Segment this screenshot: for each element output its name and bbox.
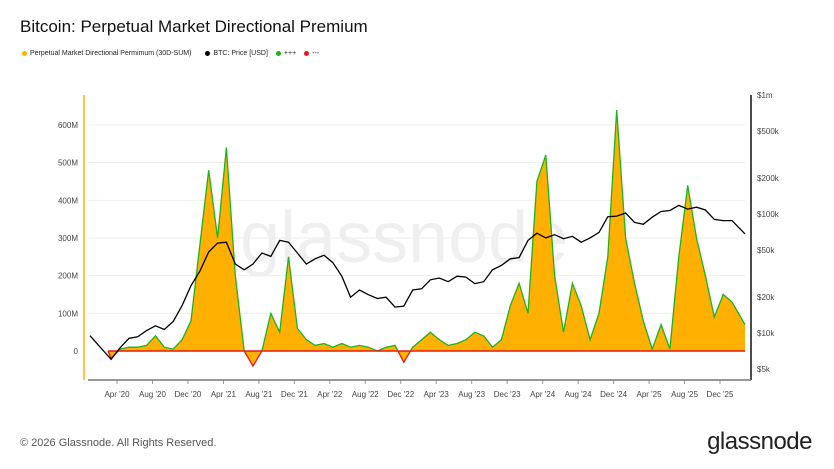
x-tick-label: Dec '24 (600, 390, 627, 399)
x-tick-label: Dec '21 (281, 390, 308, 399)
x-tick-label: Apr '20 (104, 390, 130, 399)
y-right-tick-label: $20k (757, 293, 775, 302)
legend-swatch (22, 51, 27, 56)
brand-logo: glassnode (707, 428, 812, 455)
legend-item-premium[interactable]: Perpetual Market Directional Permimum (3… (22, 50, 191, 57)
x-tick-label: Dec '23 (494, 390, 521, 399)
x-tick-label: Dec '20 (175, 390, 202, 399)
legend-item-price[interactable]: BTC: Price [USD] (205, 50, 268, 57)
y-left-tick-label: 600M (58, 121, 78, 130)
x-tick-label: Apr '22 (317, 390, 343, 399)
legend-item-negative[interactable]: --- (304, 50, 319, 57)
y-left-tick-label: 0 (74, 347, 79, 356)
y-right-tick-label: $50k (757, 246, 775, 255)
premium-positive-line (108, 109, 746, 351)
y-left-tick-label: 200M (58, 272, 78, 281)
legend-label: BTC: Price [USD] (213, 50, 268, 57)
price-line (89, 204, 746, 361)
legend: Perpetual Market Directional Permimum (3… (22, 50, 319, 57)
legend-item-positive[interactable]: +++ (275, 50, 297, 57)
legend-label: +++ (283, 50, 297, 57)
y-right-tick-label: $5k (757, 365, 771, 374)
y-left-tick-label: 300M (58, 234, 78, 243)
y-right-tick-label: $500k (757, 127, 780, 136)
y-left-tick-label: 100M (58, 309, 78, 318)
x-tick-label: Aug '20 (139, 390, 166, 399)
x-tick-label: Apr '21 (211, 390, 237, 399)
y-left-tick-label: 500M (58, 159, 78, 168)
y-right-tick-label: $1m (757, 91, 773, 100)
legend-swatch (205, 51, 211, 56)
x-tick-label: Apr '24 (530, 390, 556, 399)
legend-label: --- (312, 50, 320, 57)
x-tick-label: Dec '22 (387, 390, 414, 399)
copyright: © 2026 Glassnode. All Rights Reserved. (20, 437, 217, 449)
x-tick-label: Aug '23 (458, 390, 485, 399)
x-tick-label: Apr '25 (636, 390, 662, 399)
y-right-tick-label: $10k (757, 329, 775, 338)
chart-title: Bitcoin: Perpetual Market Directional Pr… (20, 17, 368, 36)
x-tick-label: Aug '21 (245, 390, 272, 399)
x-tick-label: Apr '23 (424, 390, 450, 399)
legend-swatch (304, 51, 310, 56)
legend-swatch (275, 51, 281, 56)
x-tick-label: Aug '24 (565, 390, 592, 399)
premium-area (108, 109, 745, 367)
y-right-tick-label: $200k (757, 174, 780, 183)
legend-label: Perpetual Market Directional Permimum (3… (30, 50, 192, 57)
y-left-tick-label: 400M (58, 196, 78, 205)
x-tick-label: Aug '22 (352, 390, 379, 399)
x-tick-label: Dec '25 (707, 390, 734, 399)
y-right-tick-label: $100k (757, 210, 780, 219)
x-tick-label: Aug '25 (671, 390, 698, 399)
